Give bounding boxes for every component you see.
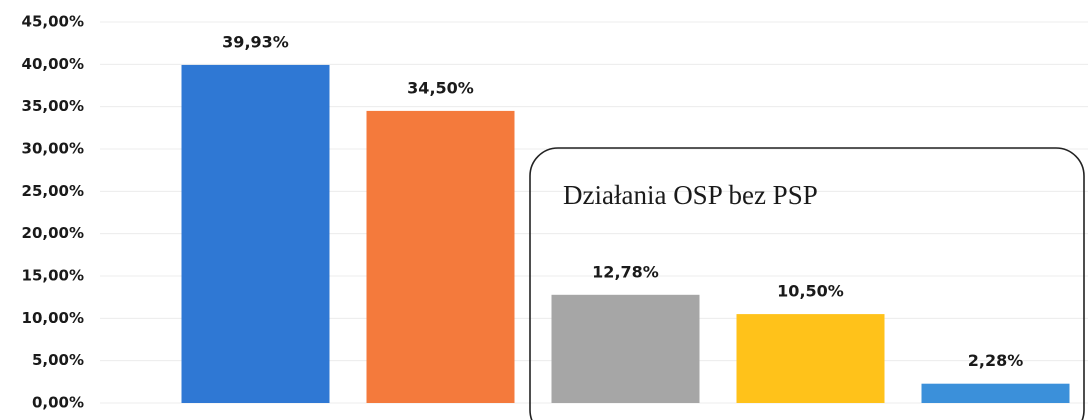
data-label: 12,78% — [592, 262, 659, 281]
data-label: 10,50% — [777, 282, 844, 301]
annotation: Działania OSP bez PSP — [563, 180, 818, 210]
y-tick-label: 25,00% — [22, 182, 84, 200]
bar — [736, 314, 885, 403]
y-tick-label: 0,00% — [32, 394, 84, 412]
y-tick-label: 10,00% — [22, 309, 84, 327]
data-label: 39,93% — [222, 32, 289, 51]
bar — [921, 383, 1070, 403]
y-tick-label: 30,00% — [22, 140, 84, 158]
bar — [551, 294, 700, 403]
y-tick-label: 15,00% — [22, 267, 84, 285]
y-tick-label: 35,00% — [22, 97, 84, 115]
data-label: 2,28% — [968, 351, 1024, 370]
bar — [181, 64, 330, 404]
bar — [366, 110, 515, 404]
y-tick-label: 5,00% — [32, 351, 84, 369]
data-label: 34,50% — [407, 78, 474, 97]
annotation-box — [529, 147, 1085, 420]
y-tick-label: 45,00% — [22, 13, 84, 31]
y-tick-label: 20,00% — [22, 224, 84, 242]
y-tick-label: 40,00% — [22, 55, 84, 73]
